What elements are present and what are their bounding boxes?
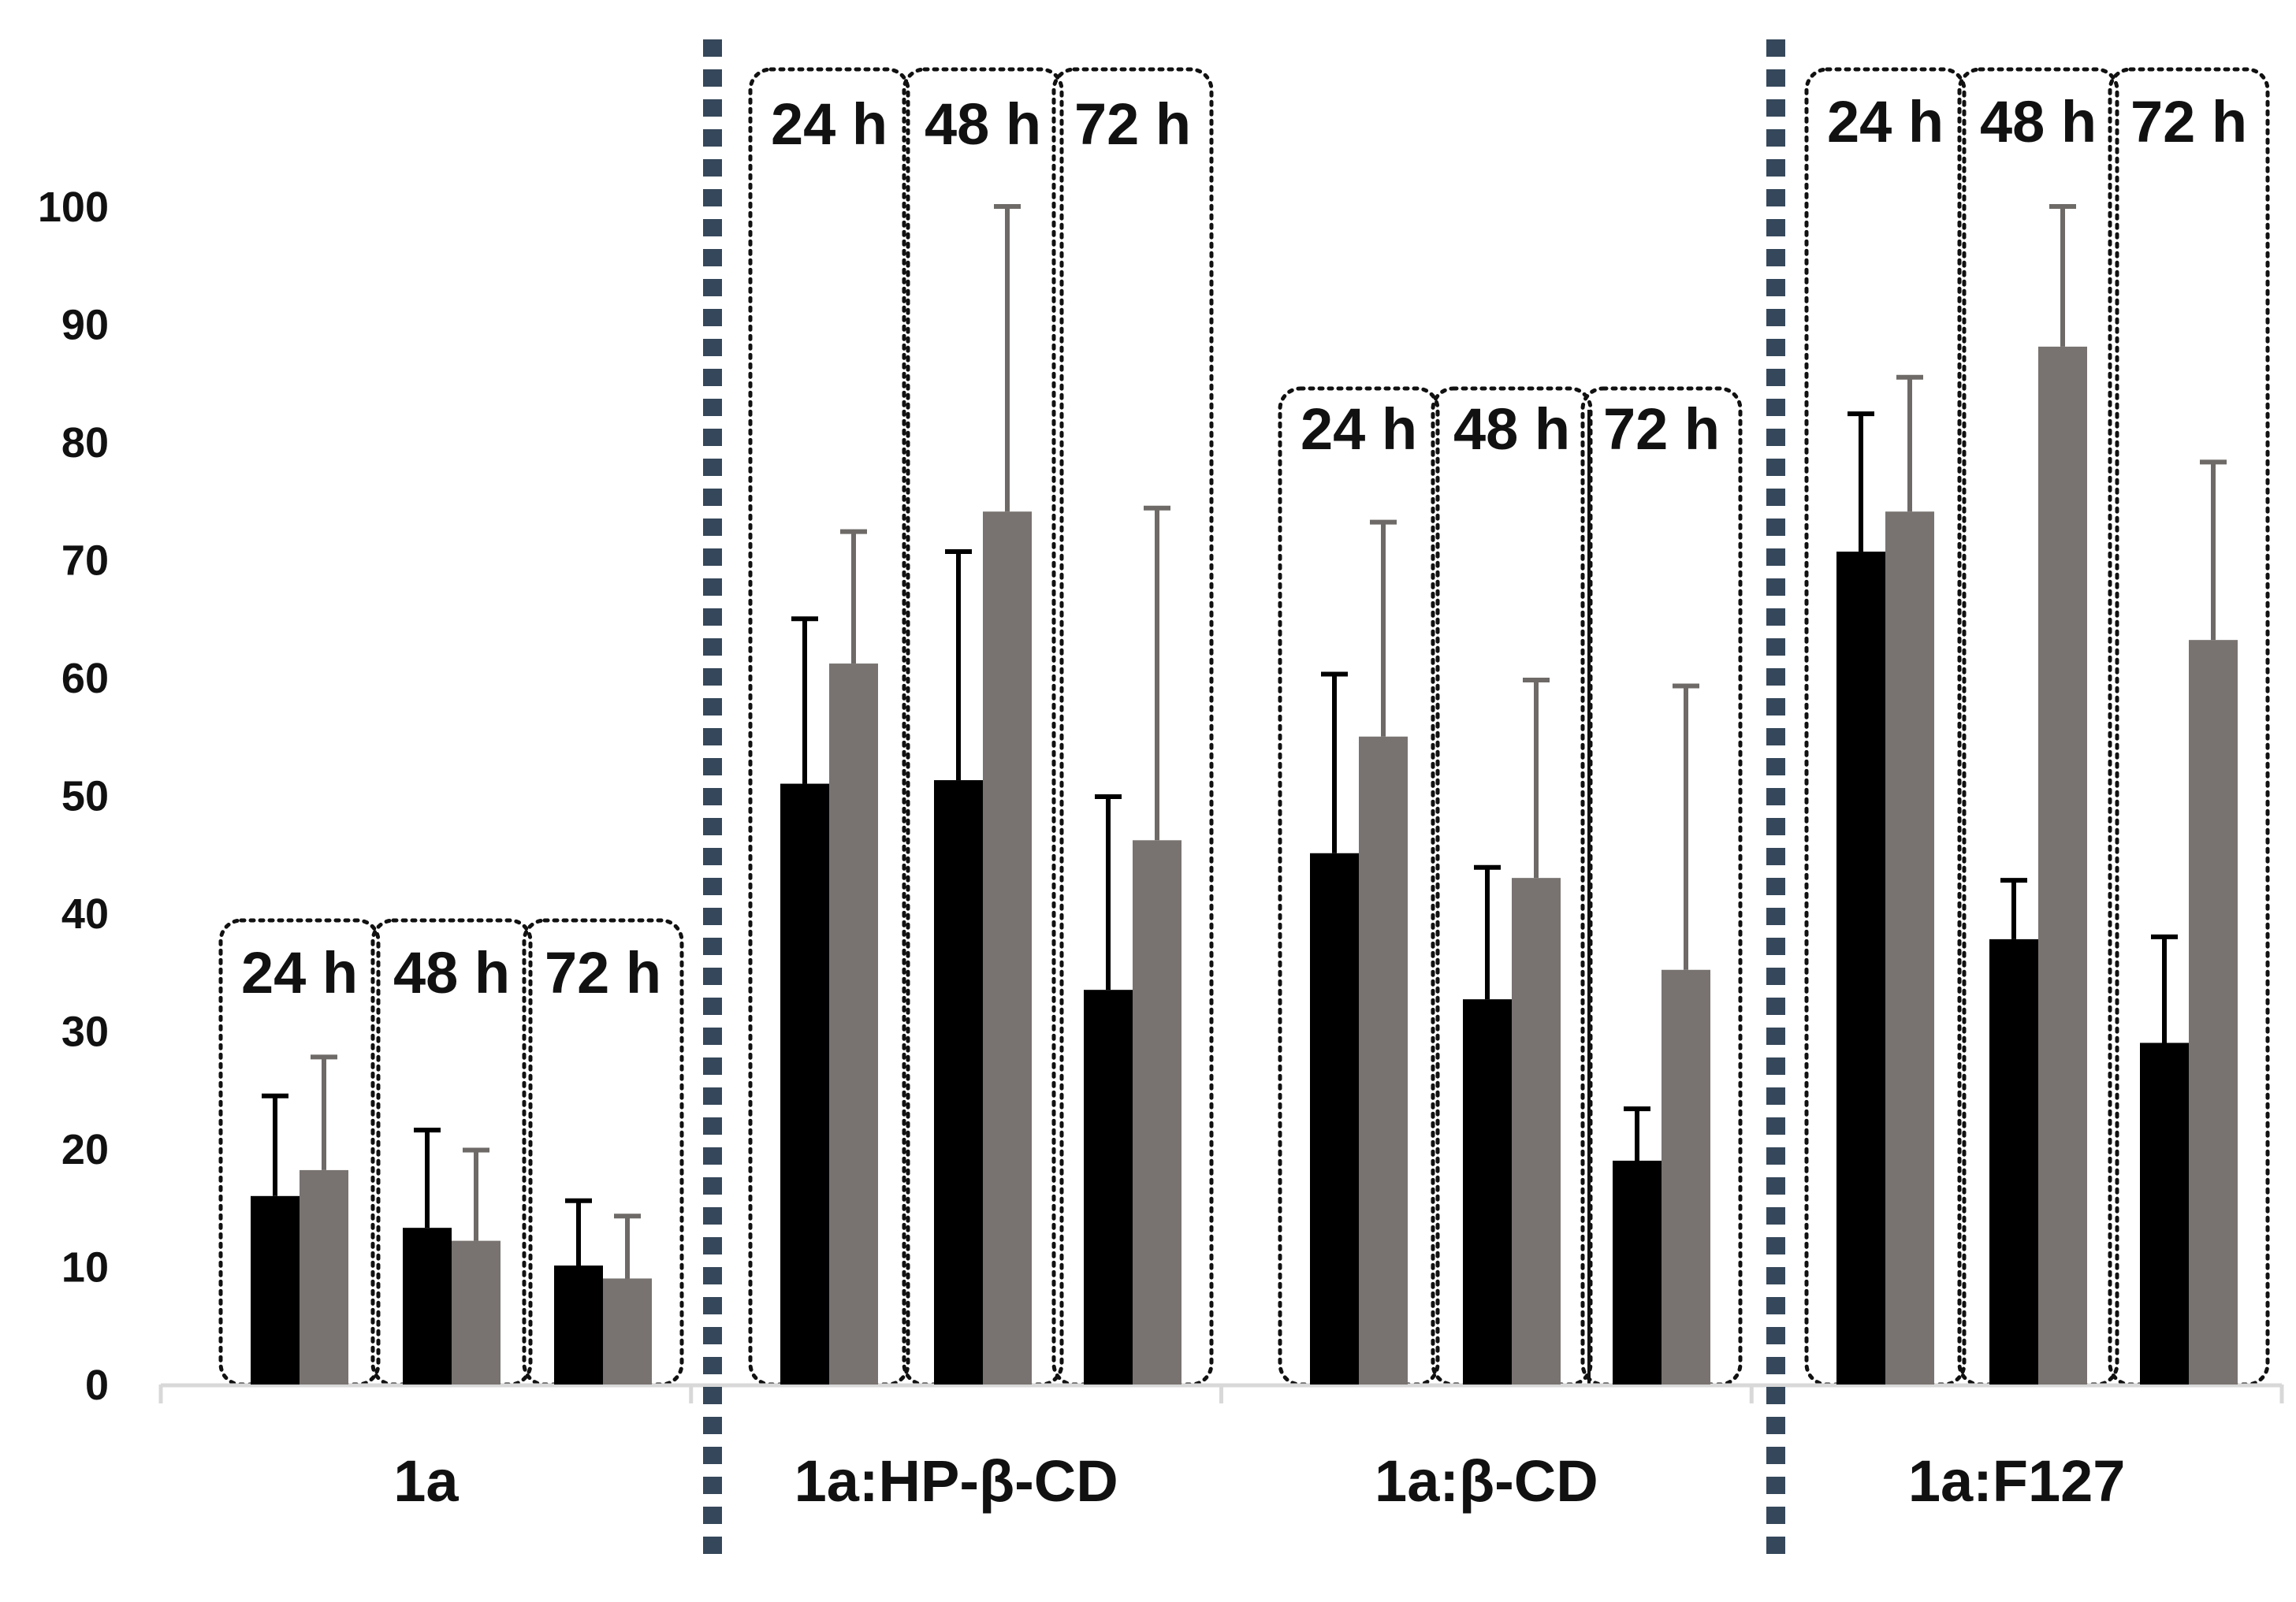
y-tick-label: 40: [61, 890, 109, 938]
time-label: 48 h: [925, 91, 1041, 157]
group-label: 1a:HP-β-CD: [794, 1448, 1118, 1514]
time-label: 72 h: [1074, 91, 1191, 157]
axes: [158, 1383, 2284, 1403]
bar-series-b: [1133, 840, 1181, 1385]
bar-series-b: [1359, 736, 1408, 1385]
bar-series-a: [403, 1228, 452, 1385]
labels: 0 10 20 30 40 50 60 70 80 90 100 1a 24 h 48 h 72 h 1a:H…: [38, 89, 2247, 1514]
bar-series-b: [2038, 346, 2087, 1385]
y-tick-label: 90: [61, 302, 109, 349]
bar-series-b: [603, 1278, 652, 1385]
time-label: 24 h: [1827, 89, 1944, 154]
bar-series-b: [2189, 640, 2238, 1385]
bar-series-a: [1836, 552, 1885, 1385]
y-tick-label: 50: [61, 773, 109, 820]
group-label: 1a: [393, 1448, 459, 1514]
y-tick-label: 60: [61, 655, 109, 702]
group-dividers: [703, 39, 1785, 1564]
y-tick-label: 20: [61, 1126, 109, 1173]
group-label: 1a:β-CD: [1375, 1448, 1598, 1514]
bar-series-a: [554, 1266, 603, 1385]
error-bars: [262, 204, 2227, 1279]
bar-series-b: [300, 1169, 348, 1385]
time-label: 72 h: [545, 940, 661, 1005]
y-tick-label: 100: [38, 184, 109, 231]
bar-series-a: [780, 783, 829, 1385]
bar-series-a: [1613, 1160, 1662, 1385]
bar-series-a: [1989, 939, 2038, 1385]
bar-series-a: [251, 1195, 300, 1385]
y-tick-label: 30: [61, 1009, 109, 1056]
bar-series-a: [1084, 990, 1133, 1385]
bar-series-b: [1885, 511, 1934, 1385]
group-label: 1a:F127: [1908, 1448, 2126, 1514]
bar-series-b: [829, 663, 878, 1385]
y-tick-label: 80: [61, 419, 109, 466]
bar-series-a: [1463, 999, 1512, 1385]
bar-series-a: [2140, 1043, 2189, 1385]
y-tick-label: 70: [61, 537, 109, 585]
bar-series-b: [1512, 878, 1561, 1385]
y-tick-label: 0: [85, 1362, 109, 1409]
bar-series-b: [452, 1240, 501, 1385]
time-label: 24 h: [1301, 396, 1417, 462]
bar-series-a: [1310, 853, 1359, 1385]
time-label: 24 h: [241, 940, 358, 1005]
time-label: 24 h: [771, 91, 888, 157]
time-label: 72 h: [1603, 396, 1720, 462]
bar-series-b: [983, 511, 1032, 1385]
bars: [251, 346, 2238, 1385]
time-label: 48 h: [393, 940, 510, 1005]
time-label: 48 h: [1980, 89, 2097, 154]
time-label: 48 h: [1453, 396, 1570, 462]
bar-series-a: [934, 780, 983, 1385]
time-boxes: [218, 67, 2270, 1387]
time-label: 72 h: [2130, 89, 2247, 154]
y-tick-label: 10: [61, 1244, 109, 1292]
bar-series-b: [1662, 969, 1710, 1385]
